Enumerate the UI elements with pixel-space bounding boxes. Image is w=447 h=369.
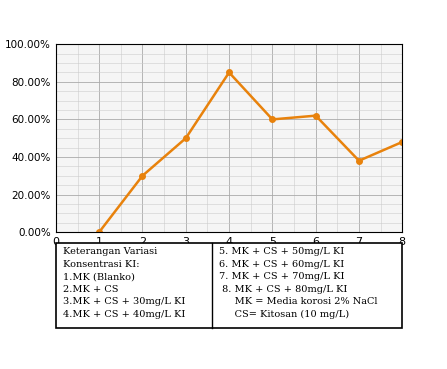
X-axis label: Variasi Konsentrasi KI: Variasi Konsentrasi KI bbox=[152, 252, 306, 266]
Text: Keterangan Variasi
Konsentrasi KI:
1.MK (Blanko)
2.MK + CS
3.MK + CS + 30mg/L KI: Keterangan Variasi Konsentrasi KI: 1.MK … bbox=[63, 247, 185, 319]
Text: 5. MK + CS + 50mg/L KI
6. MK + CS + 60mg/L KI
7. MK + CS + 70mg/L KI
 8. MK + CS: 5. MK + CS + 50mg/L KI 6. MK + CS + 60mg… bbox=[219, 247, 377, 319]
